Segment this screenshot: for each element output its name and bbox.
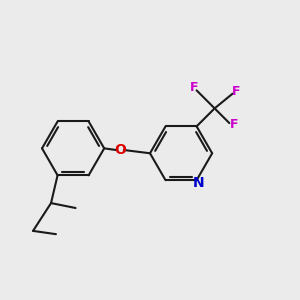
- Text: O: O: [114, 143, 126, 157]
- Text: F: F: [230, 118, 238, 131]
- Text: F: F: [190, 81, 198, 94]
- Text: F: F: [232, 85, 240, 98]
- Text: N: N: [192, 176, 204, 190]
